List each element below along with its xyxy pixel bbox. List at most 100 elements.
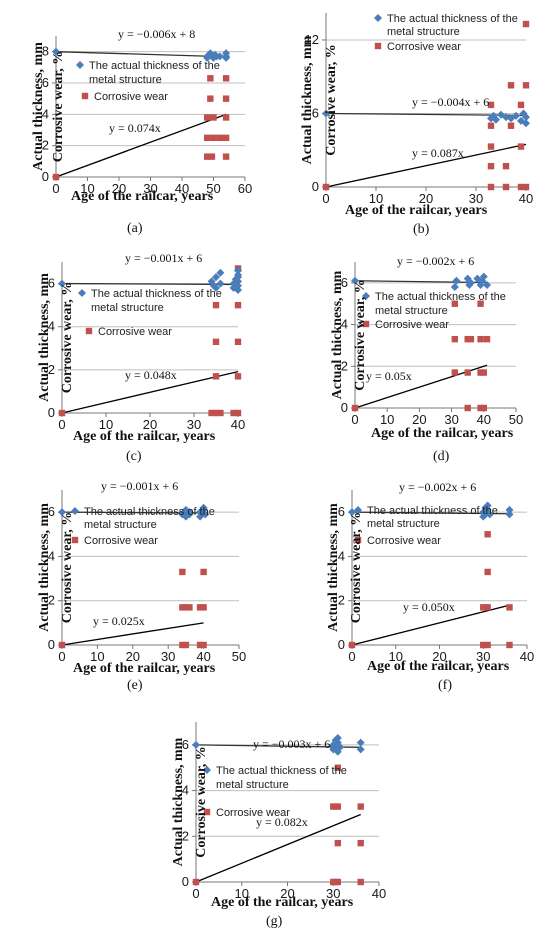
data-point-corrosive-wear xyxy=(210,134,217,142)
data-point-thickness xyxy=(348,508,356,517)
y-tick-label: 0 xyxy=(182,874,189,889)
legend-marker-corrosive-wear xyxy=(85,327,93,335)
data-point-corrosive-wear xyxy=(483,335,491,343)
trendline-equation: y = 0.048x xyxy=(125,368,177,382)
data-point-thickness xyxy=(212,273,220,282)
x-tick-label: 50 xyxy=(509,412,523,427)
trendline xyxy=(61,622,204,646)
x-tick-label: 10 xyxy=(99,417,113,432)
legend-label: Corrosive wear xyxy=(375,319,449,331)
data-point-thickness xyxy=(483,280,492,289)
trendline-equation: y = −0.002x + 6 xyxy=(397,254,474,268)
data-point-thickness xyxy=(483,501,492,510)
y-axis-title: Corrosive wear, % xyxy=(349,512,364,624)
legend-marker-corrosive-wear xyxy=(203,808,211,816)
data-point-corrosive-wear xyxy=(182,641,190,649)
y-axis-title: Actual thickness, mm xyxy=(31,42,46,171)
data-point-thickness xyxy=(522,113,530,122)
data-point-thickness xyxy=(234,277,242,286)
data-point-corrosive-wear xyxy=(207,75,214,82)
data-point-thickness xyxy=(322,109,330,118)
y-tick-label: 6 xyxy=(312,105,319,120)
legend-label: The actual thickness of the xyxy=(387,13,518,25)
legend-label: metal structure xyxy=(216,779,289,791)
panel-caption: (a) xyxy=(127,221,143,236)
x-tick-label: 10 xyxy=(389,649,403,664)
x-tick-label: 0 xyxy=(351,412,358,427)
data-point-thickness xyxy=(181,505,190,514)
y-tick-label: 2 xyxy=(182,828,189,843)
data-point-thickness xyxy=(216,279,225,288)
x-tick-label: 40 xyxy=(231,417,245,432)
data-point-corrosive-wear xyxy=(357,878,364,886)
data-point-corrosive-wear xyxy=(522,20,530,28)
x-axis-title: Age of the railcar, years xyxy=(367,659,510,674)
y-tick-label: 0 xyxy=(48,637,55,652)
data-point-corrosive-wear xyxy=(234,409,242,417)
data-point-thickness xyxy=(522,119,530,128)
data-point-thickness xyxy=(212,283,220,292)
trendline-equation: y = 0.074x xyxy=(109,121,161,135)
y-tick-label: 6 xyxy=(341,275,348,290)
data-point-corrosive-wear xyxy=(507,82,515,89)
trendline xyxy=(351,604,510,646)
legend-marker-thickness xyxy=(71,507,79,515)
data-point-corrosive-wear xyxy=(222,134,230,142)
data-point-corrosive-wear xyxy=(484,531,491,538)
data-point-thickness xyxy=(58,508,66,517)
data-point-thickness xyxy=(234,281,242,290)
y-axis-title: Corrosive wear, % xyxy=(60,512,75,624)
data-point-corrosive-wear xyxy=(330,803,337,810)
data-point-thickness xyxy=(485,510,494,519)
y-tick-label: 12 xyxy=(305,32,319,47)
data-point-corrosive-wear xyxy=(334,803,342,810)
legend-marker-corrosive-wear xyxy=(374,42,382,50)
data-point-corrosive-wear xyxy=(487,122,495,129)
x-tick-label: 40 xyxy=(477,412,491,427)
data-point-corrosive-wear xyxy=(204,114,211,121)
x-tick-label: 10 xyxy=(80,181,94,196)
legend-marker-thickness xyxy=(362,292,370,300)
y-tick-label: 8 xyxy=(42,44,49,59)
data-point-corrosive-wear xyxy=(179,641,186,649)
data-point-thickness xyxy=(479,272,488,281)
x-tick-label: 30 xyxy=(161,649,175,664)
data-point-corrosive-wear xyxy=(477,300,484,307)
data-point-corrosive-wear xyxy=(192,878,200,886)
legend-marker-corrosive-wear xyxy=(81,92,89,100)
x-axis-title: Age of the railcar, years xyxy=(371,426,514,441)
legend-marker-thickness xyxy=(374,14,382,22)
data-point-thickness xyxy=(336,743,345,752)
trendline-equation: y = 0.05x xyxy=(366,369,412,383)
trendline xyxy=(354,280,488,284)
legend-label: The actual thickness of the xyxy=(375,291,506,303)
data-point-corrosive-wear xyxy=(212,338,220,346)
chart-panel: 0 2 4 6 0 10 20 30 40 50 y = −0.002x + 6 y = 0.05x T… xyxy=(330,254,523,464)
data-point-corrosive-wear xyxy=(200,641,207,649)
legend-marker-thickness xyxy=(354,506,362,514)
data-point-thickness xyxy=(192,740,200,749)
panel-caption: (f) xyxy=(438,678,452,693)
y-tick-label: 2 xyxy=(42,138,49,153)
legend-label: metal structure xyxy=(84,519,157,531)
y-tick-label: 4 xyxy=(48,548,55,563)
data-point-thickness xyxy=(512,111,520,120)
data-point-corrosive-wear xyxy=(464,335,471,343)
data-point-corrosive-wear xyxy=(464,369,471,376)
y-axis-title: Corrosive wear, % xyxy=(51,51,66,163)
data-point-corrosive-wear xyxy=(222,75,230,82)
x-tick-label: 40 xyxy=(196,649,210,664)
data-point-corrosive-wear xyxy=(322,183,330,191)
trendline-equation: y = 0.082x xyxy=(256,815,308,829)
data-point-corrosive-wear xyxy=(487,101,495,109)
legend-label: Corrosive wear xyxy=(94,91,168,103)
x-tick-label: 30 xyxy=(476,649,490,664)
y-tick-label: 4 xyxy=(341,317,348,332)
data-point-thickness xyxy=(333,734,342,742)
legend-marker-corrosive-wear xyxy=(71,536,79,544)
data-point-corrosive-wear xyxy=(480,404,487,412)
trendline xyxy=(195,813,361,883)
trendline-equation: y = 0.087x xyxy=(412,146,464,160)
x-tick-label: 20 xyxy=(432,649,446,664)
y-tick-label: 0 xyxy=(42,169,49,184)
